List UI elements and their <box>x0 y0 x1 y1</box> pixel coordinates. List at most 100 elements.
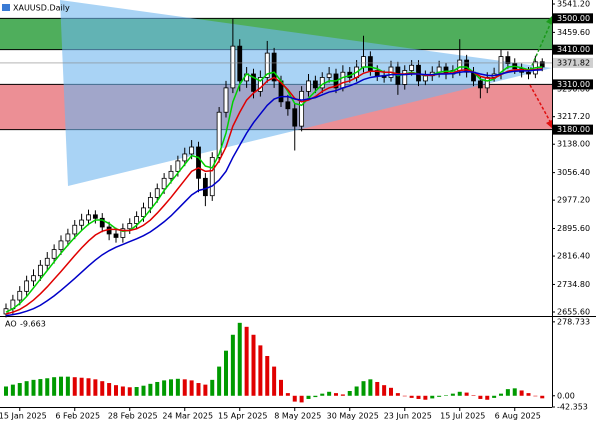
x-tick-label: 6 Aug 2025 <box>495 412 541 421</box>
candle-body <box>292 108 298 127</box>
candle-body <box>120 228 126 238</box>
indicator-bar <box>120 386 125 396</box>
candle-body <box>409 64 415 71</box>
level-label-box <box>553 13 593 24</box>
indicator-bar <box>169 379 173 396</box>
indicator-bar <box>334 393 338 396</box>
indicator-bar <box>45 378 50 396</box>
indicator-bar <box>93 379 98 396</box>
indicator-bar <box>175 378 180 396</box>
candle-body <box>505 56 511 64</box>
y-tick-label: 3459.60 <box>557 28 590 37</box>
indicator-bar <box>389 387 393 396</box>
indicator-bar <box>313 395 318 398</box>
indicator-bar <box>65 376 70 396</box>
moving-average <box>5 65 543 313</box>
x-tick-label: 24 Mar 2025 <box>162 412 213 421</box>
candle-body <box>37 264 43 277</box>
indicator-bar <box>10 384 15 396</box>
indicator-name: AO <box>5 320 17 329</box>
indicator-bar <box>292 395 297 402</box>
indicator-bar <box>251 334 256 396</box>
indicator-bar <box>224 350 228 396</box>
y-tick-label: 3138.00 <box>557 140 590 149</box>
candle-body <box>326 73 332 78</box>
indicator-bar <box>354 386 359 396</box>
indicator-bar <box>182 379 187 396</box>
candle-body <box>154 188 160 198</box>
indicator-bar <box>409 395 414 398</box>
indicator-bar <box>492 395 497 398</box>
x-tick-label: 30 May 2025 <box>327 412 379 421</box>
candle-body <box>299 90 305 127</box>
indicator-bar <box>107 383 112 396</box>
candle-body <box>237 45 243 82</box>
up-arrow-head <box>546 16 553 25</box>
candle-body <box>526 71 531 75</box>
x-tick-label: 8 May 2025 <box>274 412 321 421</box>
indicator-bar <box>196 383 201 396</box>
indicator-bar <box>437 395 442 397</box>
last-price-label: 3371.82 <box>557 58 590 67</box>
candle-body <box>539 61 545 68</box>
candle-body <box>367 56 373 71</box>
indicator-bar <box>162 380 167 396</box>
candle-body <box>31 275 36 282</box>
y-tick-label: 2895.60 <box>557 224 590 233</box>
indicator-bar <box>299 395 304 403</box>
x-tick-label: 15 Apr 2025 <box>218 412 267 421</box>
candle-body <box>168 170 174 179</box>
candle-body <box>113 233 119 238</box>
triangle-pattern <box>60 0 552 186</box>
indicator-bar <box>306 395 311 399</box>
level-label-box <box>553 124 593 135</box>
symbol-icon <box>2 4 10 11</box>
indicator-bar <box>244 326 249 396</box>
candle-body <box>223 87 229 113</box>
indicator-bar <box>203 384 208 396</box>
indicator-bar <box>505 389 510 396</box>
indicator-bar <box>450 393 455 396</box>
x-tick-label: 28 Feb 2025 <box>108 412 158 421</box>
candle-body <box>257 77 263 92</box>
level-label-box <box>553 44 593 55</box>
indicator-bar <box>423 395 428 400</box>
candle-body <box>422 75 428 82</box>
candle-body <box>264 52 270 78</box>
indicator-y-tick-label: -42.353 <box>557 403 588 412</box>
candle-body <box>175 160 181 172</box>
indicator-bar <box>471 395 476 396</box>
candle-body <box>141 207 146 217</box>
candle-body <box>134 216 140 224</box>
down-arrow <box>529 84 553 126</box>
y-tick-label: 2655.60 <box>557 308 590 317</box>
candle-body <box>58 240 64 251</box>
candle-body <box>24 280 30 292</box>
x-tick-label: 15 Jan 2025 <box>0 412 47 421</box>
indicator-bar <box>134 387 139 396</box>
candle-body <box>182 153 188 162</box>
indicator-bar <box>464 392 469 396</box>
indicator-bar <box>485 395 490 400</box>
candle-body <box>189 146 195 155</box>
indicator-bar <box>155 381 160 396</box>
y-tick-label: 3056.40 <box>557 168 590 177</box>
indicator-bar <box>38 379 43 396</box>
indicator-bar <box>382 385 387 396</box>
indicator-bar <box>31 379 36 396</box>
indicator-bar <box>375 381 380 396</box>
candle-body <box>230 45 236 89</box>
indicator-bar <box>17 383 22 396</box>
candle-body <box>251 73 256 92</box>
candle-body <box>79 219 85 226</box>
candle-body <box>457 59 463 71</box>
candle-body <box>209 157 215 197</box>
y-tick-label: 3217.20 <box>557 112 590 121</box>
indicator-bar <box>416 395 421 399</box>
candle-body <box>147 197 153 209</box>
candle-body <box>361 56 366 68</box>
indicator-bar <box>533 395 538 397</box>
indicator-bar <box>24 381 29 396</box>
level-label: 3180.00 <box>557 125 590 134</box>
indicator-bar <box>114 385 118 396</box>
